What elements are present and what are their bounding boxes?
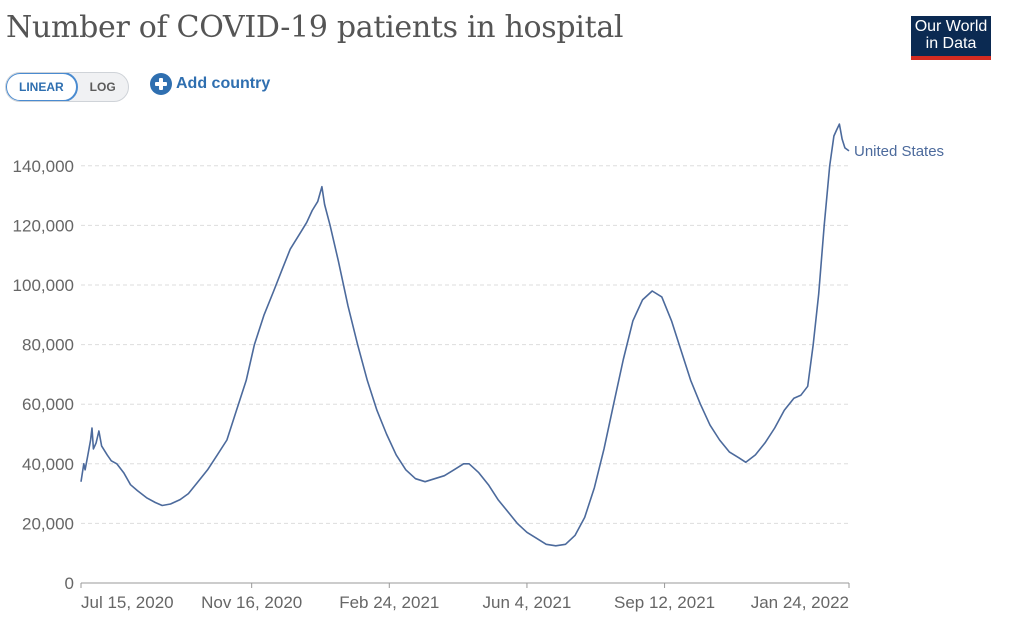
x-tick-label: Feb 24, 2021 <box>339 593 439 612</box>
x-tick-label: Nov 16, 2020 <box>201 593 302 612</box>
y-tick-label: 100,000 <box>13 276 74 295</box>
log-scale-button[interactable]: LOG <box>89 80 116 94</box>
y-tick-label: 20,000 <box>22 514 74 533</box>
y-tick-label: 60,000 <box>22 395 74 414</box>
owid-logo[interactable]: Our World in Data <box>911 16 991 60</box>
logo-line-1: Our World <box>914 18 988 35</box>
y-tick-label: 0 <box>65 574 74 593</box>
plus-circle-icon <box>150 73 172 95</box>
y-tick-label: 140,000 <box>13 157 74 176</box>
add-country-label: Add country <box>176 75 271 92</box>
y-tick-label: 40,000 <box>22 455 74 474</box>
y-tick-label: 80,000 <box>22 336 74 355</box>
x-tick-label: Jul 15, 2020 <box>81 593 174 612</box>
logo-line-2: in Data <box>925 35 977 52</box>
x-tick-label: Jun 4, 2021 <box>483 593 572 612</box>
x-tick-label: Sep 12, 2021 <box>614 593 715 612</box>
linear-scale-button[interactable]: LINEAR <box>5 73 78 101</box>
series-line-united-states <box>80 123 850 547</box>
y-tick-label: 120,000 <box>13 216 74 235</box>
add-country-button[interactable]: Add country <box>150 73 270 95</box>
x-tick-label: Jan 24, 2022 <box>751 593 849 612</box>
page-title: Number of COVID-19 patients in hospital <box>6 10 624 45</box>
series-label-united-states: United States <box>854 143 944 160</box>
scale-toggle: LINEAR LOG <box>5 72 129 102</box>
